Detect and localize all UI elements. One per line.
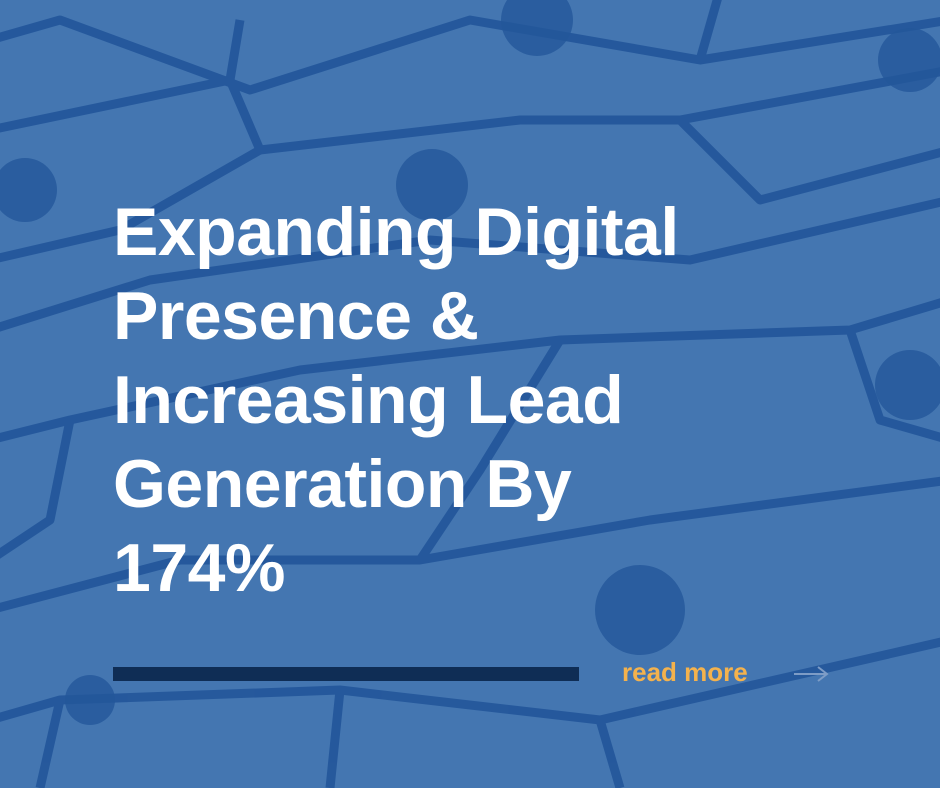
title-line: Generation By	[113, 446, 572, 522]
title-line: Presence &	[113, 278, 479, 354]
read-more-link[interactable]: read more	[622, 657, 748, 687]
divider-bar	[113, 667, 579, 681]
title: Expanding Digital Presence & Increasing …	[113, 190, 679, 610]
arrow-icon[interactable]	[792, 664, 832, 684]
title-line: 174%	[113, 530, 285, 606]
title-line: Increasing Lead	[113, 362, 624, 438]
title-line: Expanding Digital	[113, 194, 679, 270]
